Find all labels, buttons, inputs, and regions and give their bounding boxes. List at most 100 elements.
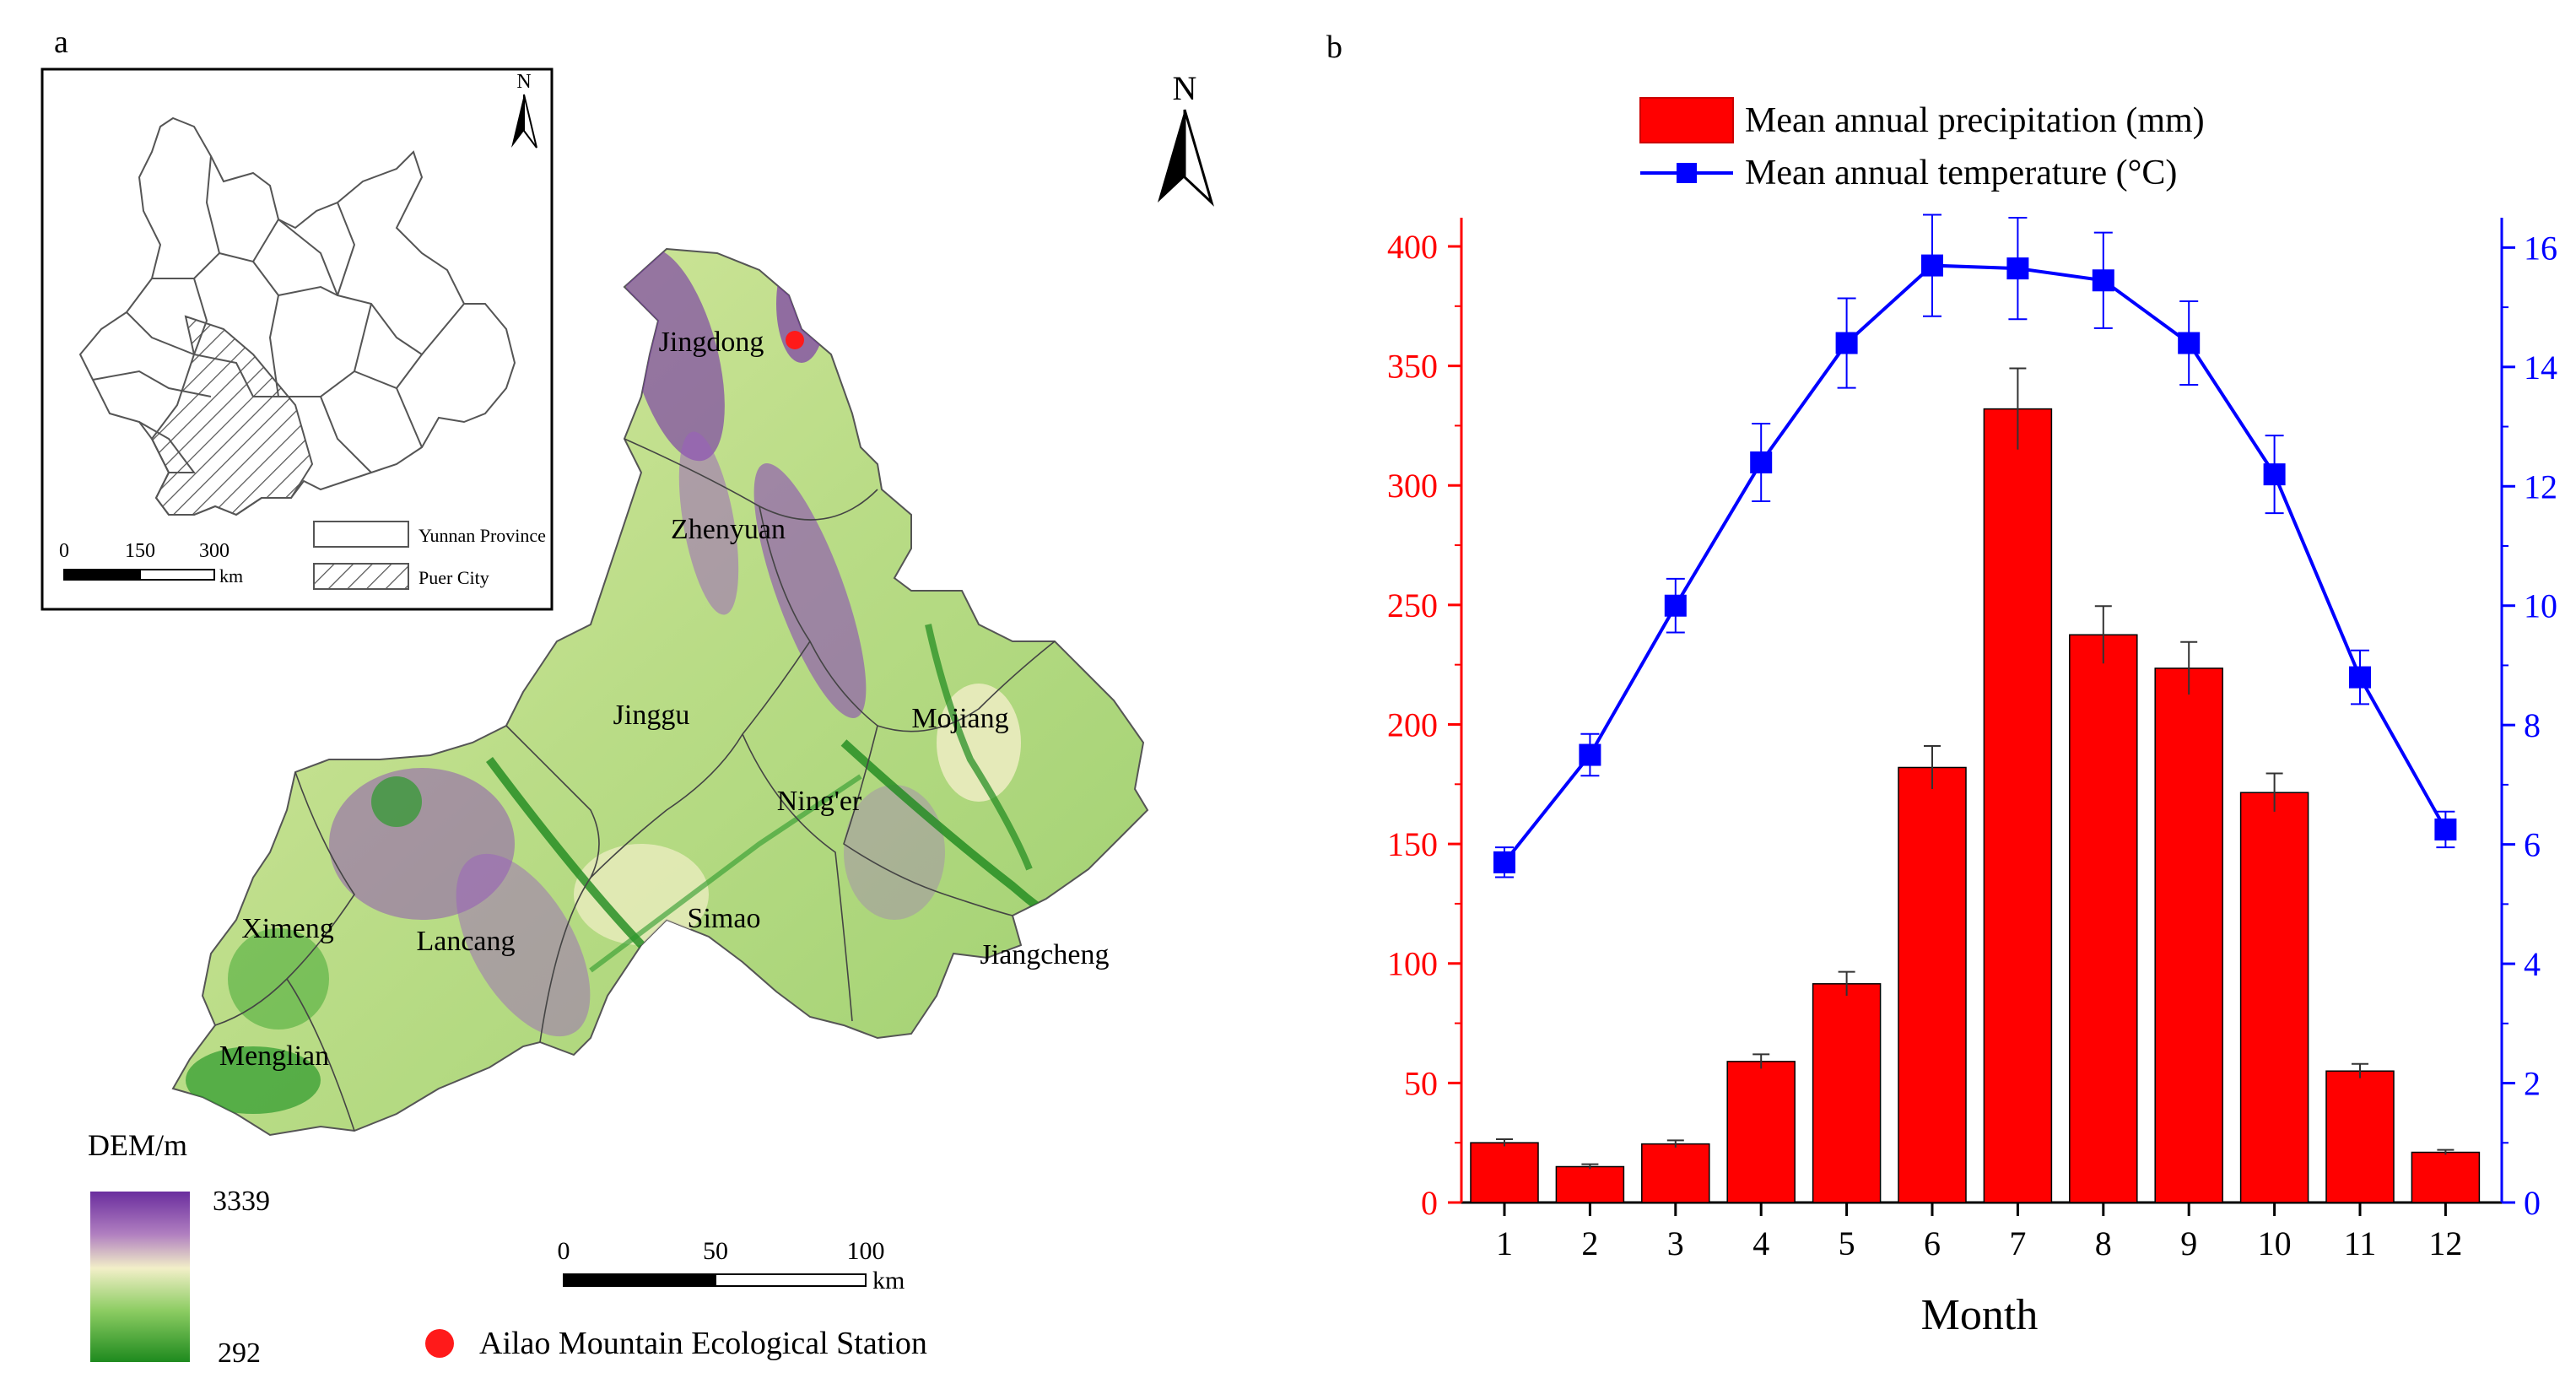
panel-b: b Mean annual precipitation (mm) Mean an…: [1326, 30, 2557, 1339]
precipitation-bar: [1898, 766, 1967, 1203]
y-left-tick-label: 400: [1387, 228, 1438, 266]
inset-scalebar: 0 150 300 km: [59, 540, 243, 586]
north-label: N: [1173, 69, 1197, 107]
temperature-point: [2092, 269, 2114, 292]
temperature-point: [1921, 254, 1943, 277]
y-left-tick-label: 50: [1404, 1064, 1438, 1102]
inset-north-arrow: N: [511, 71, 537, 149]
y-left-tick-label: 300: [1387, 467, 1438, 505]
y-right-tick-label: 10: [2524, 587, 2557, 625]
chart-legend: Mean annual precipitation (mm) Mean annu…: [1639, 97, 2205, 192]
y-right-tick-label: 4: [2524, 945, 2541, 983]
y-right-tick-label: 8: [2524, 706, 2541, 744]
precipitation-bar: [1470, 1142, 1539, 1203]
temperature-line: [1503, 263, 2448, 864]
puer-city-hatched: [150, 315, 314, 516]
panel-a-letter: a: [54, 24, 68, 60]
legend-label-puer: Puer City: [419, 567, 489, 588]
inset-scale-tick-1: 150: [125, 540, 155, 562]
x-tick-label: 5: [1839, 1224, 1855, 1262]
temperature-point: [1579, 743, 1601, 766]
county-label-menglian: Menglian: [219, 1040, 329, 1072]
inset-scale-tick-0: 0: [59, 540, 69, 562]
legend-swatch-precipitation: [1639, 97, 1734, 143]
y-left-tick-label: 350: [1387, 348, 1438, 386]
county-label-zhenyuan: Zhenyuan: [671, 514, 786, 545]
temperature-point: [2006, 257, 2029, 280]
station-legend-dot: [425, 1329, 454, 1358]
temperature-point: [1664, 594, 1687, 617]
temperature-point: [1835, 332, 1858, 354]
temperature-point: [2434, 818, 2457, 840]
county-boundaries: [214, 438, 1056, 1132]
inset-legend: Yunnan Province Puer City: [313, 521, 546, 590]
temperature-point: [1493, 851, 1515, 873]
y-right-tick-label: 12: [2524, 468, 2557, 505]
county-label-mojiang: Mojiang: [911, 703, 1008, 734]
station-marker: [786, 331, 804, 349]
dem-color-ramp: [90, 1192, 190, 1362]
precipitation-bar: [1555, 1165, 1625, 1203]
y-right-tick-label: 6: [2524, 826, 2541, 864]
inset-frame: [41, 68, 554, 611]
legend-label-precipitation: Mean annual precipitation (mm): [1745, 101, 2205, 140]
x-tick-label: 9: [2180, 1224, 2197, 1262]
legend-label-yunnan: Yunnan Province: [419, 525, 546, 546]
x-tick-label: 3: [1667, 1224, 1684, 1262]
y-left-tick-label: 150: [1387, 825, 1438, 863]
north-arrow: N: [1158, 69, 1214, 207]
x-tick-label: 1: [1496, 1224, 1513, 1262]
precipitation-bar: [1983, 408, 2053, 1203]
y-left-tick-label: 0: [1421, 1184, 1438, 1222]
temperature-point: [1750, 451, 1773, 473]
inset-map: N 0 150 300 km Yunnan Province Puer City: [41, 68, 554, 611]
scale-unit: km: [872, 1267, 905, 1294]
y-right-tick-label: 14: [2524, 349, 2557, 386]
county-label-jiangcheng: Jiangcheng: [980, 939, 1110, 970]
county-labels: Jingdong Zhenyuan Jinggu Mojiang Ning'er…: [219, 327, 1110, 1072]
precipitation-bar: [1641, 1143, 1710, 1203]
y-left-tick-label: 100: [1387, 945, 1438, 983]
dem-max-label: 3339: [213, 1186, 270, 1217]
x-tick-label: 4: [1752, 1224, 1769, 1262]
precipitation-bar: [2154, 667, 2223, 1203]
precipitation-bar: [2325, 1070, 2395, 1203]
y-left-tick-label: 250: [1387, 586, 1438, 624]
x-tick-label: 11: [2344, 1224, 2377, 1262]
precipitation-bar: [2411, 1151, 2481, 1203]
x-tick-label: 7: [2009, 1224, 2026, 1262]
precipitation-bar: [2239, 792, 2309, 1203]
precipitation-bar: [2069, 634, 2138, 1203]
main-scalebar: 0 50 100 km: [558, 1237, 905, 1294]
scale-tick-0: 0: [558, 1237, 570, 1265]
county-label-jinggu: Jinggu: [613, 700, 690, 731]
precipitation-bar: [1812, 983, 1882, 1203]
panel-b-letter: b: [1326, 30, 1342, 65]
x-tick-label: 12: [2428, 1224, 2462, 1262]
x-tick-label: 10: [2258, 1224, 2292, 1262]
y-right-tick-label: 0: [2524, 1184, 2541, 1222]
legend-marker-temperature: [1677, 163, 1697, 183]
legend-swatch-puer: [313, 563, 409, 590]
legend-swatch-yunnan: [313, 521, 409, 548]
inset-scale-tick-2: 300: [199, 540, 230, 562]
county-label-jingdong: Jingdong: [659, 327, 764, 358]
county-label-ximeng: Ximeng: [241, 913, 334, 944]
dem-legend-title: DEM/m: [88, 1128, 187, 1162]
dem-min-label: 292: [218, 1338, 261, 1369]
inset-scale-unit: km: [219, 565, 243, 586]
x-tick-label: 8: [2095, 1224, 2112, 1262]
dem-legend: DEM/m 3339 292: [88, 1128, 270, 1369]
temperature-point: [2349, 666, 2371, 689]
y-right-tick-label: 16: [2524, 229, 2557, 267]
station-legend: Ailao Mountain Ecological Station: [425, 1326, 927, 1361]
panel-a: a N: [41, 24, 1214, 1369]
precipitation-bar: [1726, 1061, 1796, 1203]
county-label-lancang: Lancang: [416, 926, 515, 957]
y-left-tick-label: 200: [1387, 705, 1438, 743]
x-axis-title: Month: [1921, 1291, 2039, 1339]
county-label-simao: Simao: [688, 903, 761, 934]
inset-north-label: N: [516, 71, 531, 93]
temperature-point: [2178, 332, 2201, 354]
